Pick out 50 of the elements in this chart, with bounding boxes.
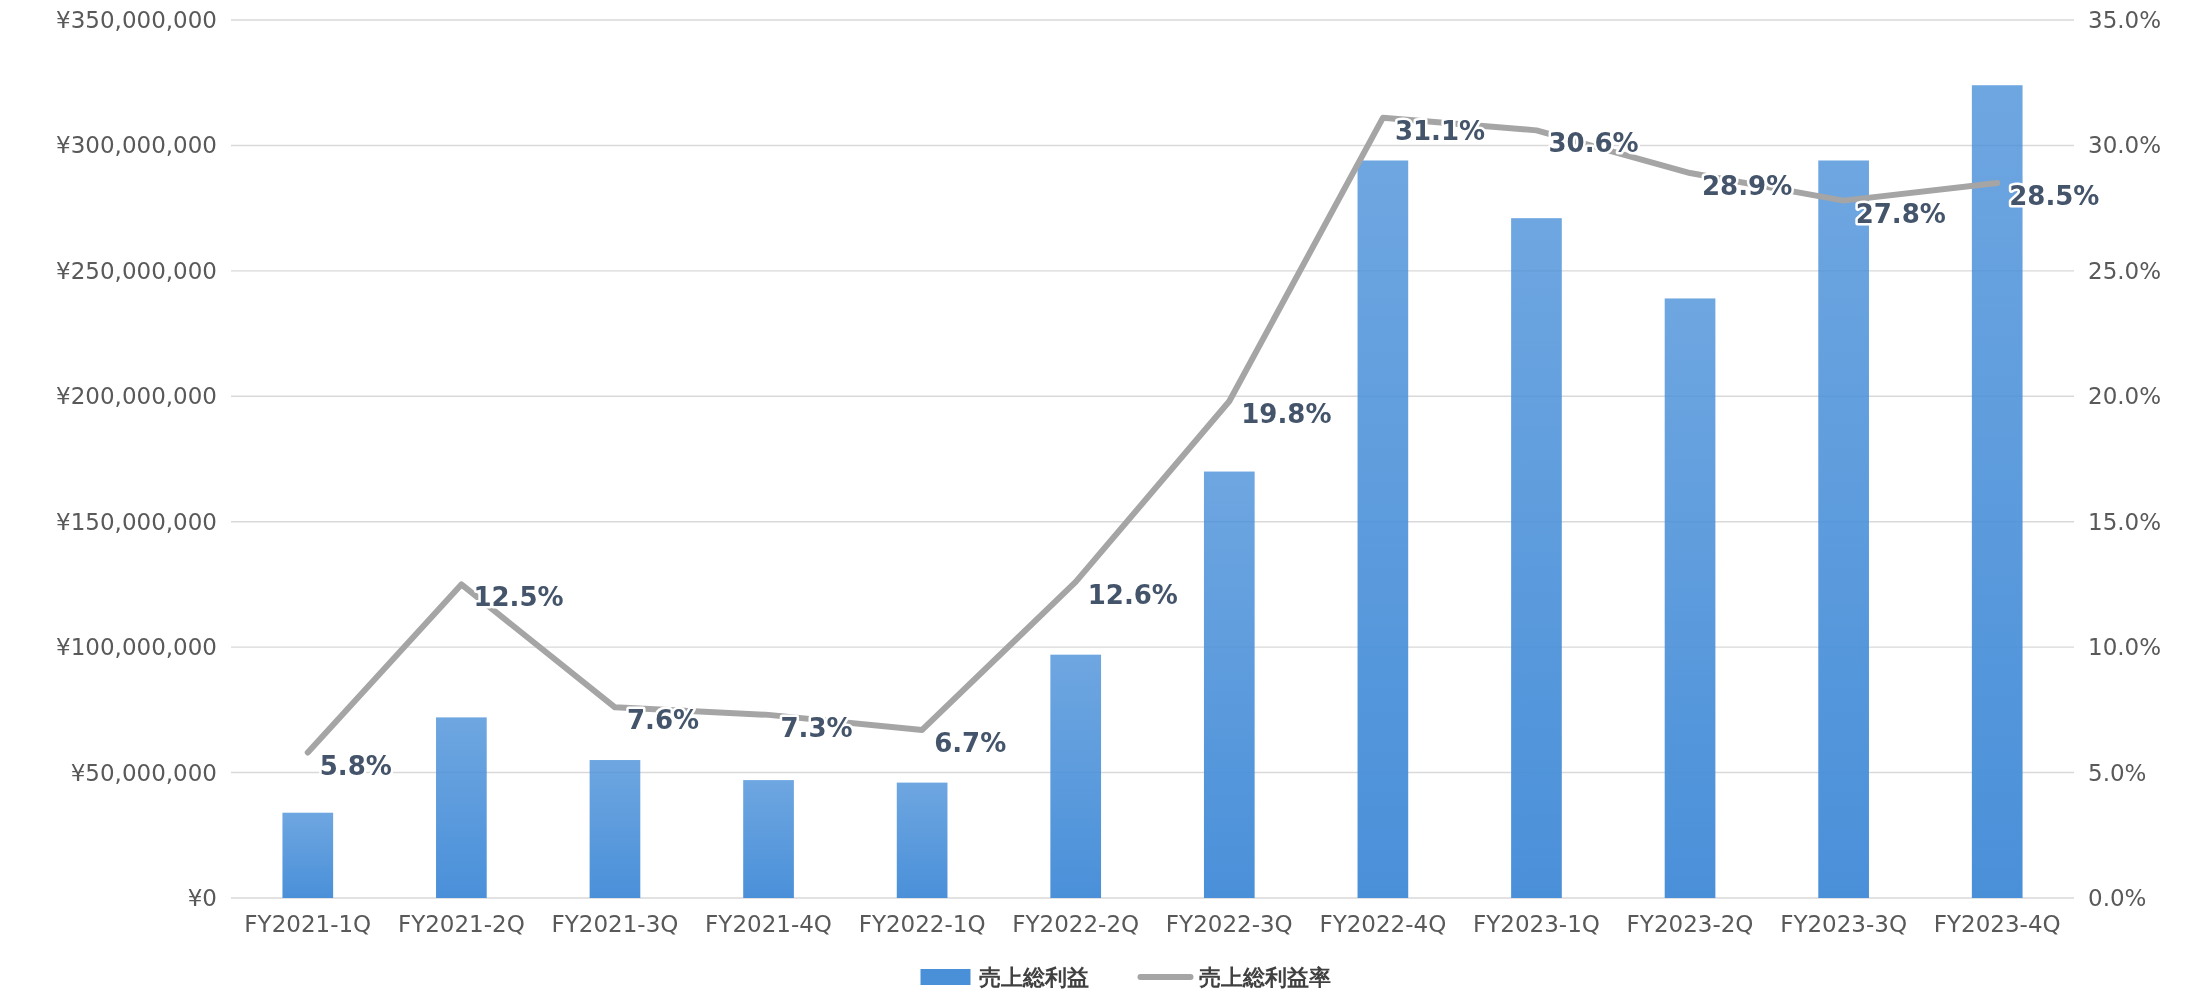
- y-tick-label: ¥50,000,000: [70, 759, 217, 786]
- data-label: 7.6%: [626, 705, 700, 736]
- legend-label: 売上総利益率: [1198, 965, 1331, 990]
- data-label: 6.7%: [934, 727, 1007, 758]
- y2-tick-label: 20.0%: [2088, 383, 2162, 410]
- x-tick-label: FY2022-2Q: [1012, 911, 1140, 937]
- bar: [1511, 218, 1562, 898]
- x-tick-label: FY2023-2Q: [1626, 911, 1754, 937]
- y2-tick-label: 15.0%: [2088, 508, 2162, 535]
- data-label: 7.3%: [780, 712, 853, 743]
- y2-tick-label: 30.0%: [2088, 132, 2162, 159]
- x-tick-label: FY2022-1Q: [858, 911, 986, 937]
- bar: [1050, 654, 1102, 898]
- bar: [1203, 471, 1255, 898]
- data-label: 31.1%: [1394, 115, 1486, 146]
- y-tick-label: ¥200,000,000: [56, 383, 217, 410]
- y2-tick-label: 35.0%: [2088, 7, 2162, 33]
- x-tick-label: FY2023-3Q: [1780, 911, 1908, 937]
- x-tick-label: FY2021-3Q: [551, 911, 679, 937]
- y2-tick-label: 25.0%: [2088, 257, 2162, 284]
- x-tick-label: FY2021-1Q: [244, 911, 372, 937]
- bar: [1664, 298, 1716, 898]
- legend-label: 売上総利益: [978, 965, 1089, 990]
- data-label: 30.6%: [1548, 128, 1639, 159]
- y2-tick-label: 10.0%: [2088, 634, 2162, 661]
- y-tick-label: ¥150,000,000: [56, 508, 217, 535]
- y-tick-label: ¥300,000,000: [56, 132, 217, 159]
- x-tick-label: FY2022-4Q: [1319, 911, 1447, 937]
- bar: [282, 812, 334, 898]
- y2-tick-label: 0.0%: [2088, 885, 2147, 911]
- y-tick-label: ¥350,000,000: [56, 7, 217, 33]
- bar: [1357, 160, 1409, 898]
- data-label: 5.8%: [319, 750, 392, 781]
- bar: [589, 760, 641, 898]
- y-tick-label: ¥100,000,000: [56, 634, 217, 661]
- data-label: 12.6%: [1087, 579, 1178, 610]
- bar: [743, 780, 794, 898]
- bar: [896, 782, 948, 898]
- y-tick-label: ¥0: [187, 885, 217, 911]
- x-tick-label: FY2022-3Q: [1165, 911, 1293, 937]
- y2-tick-label: 5.0%: [2088, 759, 2147, 786]
- x-tick-label: FY2023-4Q: [1933, 911, 2061, 937]
- data-label: 28.9%: [1702, 171, 1793, 202]
- x-tick-label: FY2023-1Q: [1473, 911, 1600, 937]
- data-label: 12.5%: [473, 582, 564, 613]
- y-tick-label: ¥250,000,000: [56, 257, 217, 284]
- bar: [436, 717, 487, 898]
- x-tick-label: FY2021-4Q: [705, 911, 832, 937]
- x-tick-label: FY2021-2Q: [397, 911, 525, 937]
- data-label: 19.8%: [1241, 399, 1332, 430]
